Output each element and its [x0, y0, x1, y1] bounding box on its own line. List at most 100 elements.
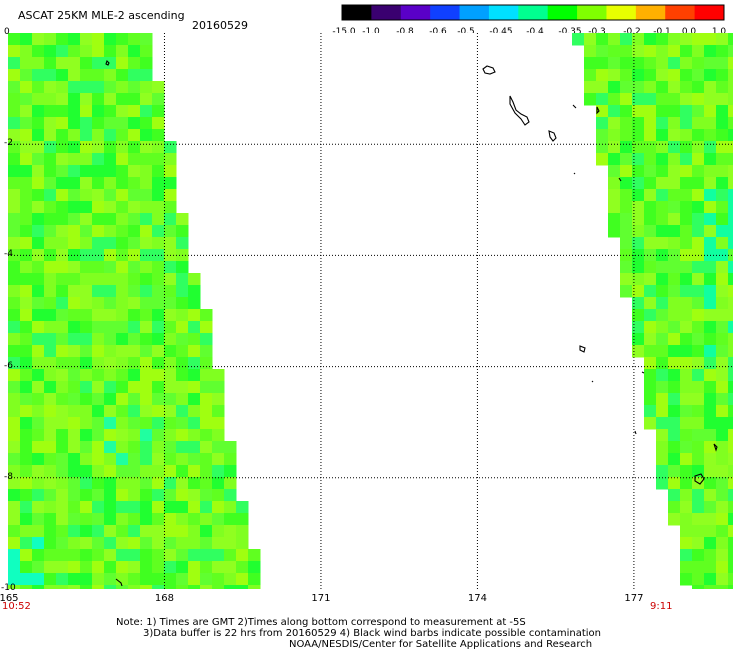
wind-cell: [68, 273, 81, 286]
wind-cell: [8, 321, 21, 334]
wind-cell: [728, 189, 733, 202]
wind-cell: [92, 237, 105, 250]
wind-cell: [104, 105, 117, 118]
wind-cell: [44, 393, 57, 406]
wind-cell: [128, 357, 141, 370]
wind-cell: [728, 273, 733, 286]
wind-cell: [716, 489, 729, 502]
wind-cell: [68, 333, 81, 346]
wind-cell: [680, 345, 693, 358]
wind-cell: [644, 369, 657, 382]
wind-cell: [644, 189, 657, 202]
wind-cell: [56, 465, 69, 478]
colorbar-label: 0.0: [681, 27, 697, 37]
wind-cell: [176, 225, 189, 238]
wind-cell: [20, 129, 33, 142]
wind-cell: [140, 57, 153, 70]
wind-cell: [80, 585, 93, 589]
wind-cell: [56, 561, 69, 574]
wind-cell: [728, 489, 733, 502]
wind-cell: [716, 285, 729, 298]
wind-cell: [128, 321, 141, 334]
wind-cell: [56, 165, 69, 178]
wind-cell: [620, 57, 633, 70]
wind-cell: [716, 141, 729, 154]
wind-cell: [164, 573, 177, 586]
wind-cell: [200, 561, 213, 574]
wind-cell: [200, 489, 213, 502]
wind-cell: [32, 33, 45, 46]
wind-cell: [692, 369, 705, 382]
wind-cell: [680, 489, 693, 502]
wind-cell: [56, 441, 69, 454]
wind-cell: [716, 585, 729, 589]
wind-cell: [632, 189, 645, 202]
wind-cell: [704, 381, 717, 394]
wind-cell: [32, 357, 45, 370]
wind-cell: [92, 93, 105, 106]
wind-cell: [8, 69, 21, 82]
wind-cell: [656, 225, 669, 238]
wind-cell: [44, 321, 57, 334]
wind-cell: [644, 33, 657, 46]
wind-cell: [80, 165, 93, 178]
wind-cell: [128, 309, 141, 322]
wind-cell: [164, 501, 177, 514]
wind-cell: [716, 537, 729, 550]
wind-cell: [176, 585, 189, 589]
wind-cell: [104, 333, 117, 346]
wind-cell: [692, 189, 705, 202]
wind-cell: [80, 513, 93, 526]
wind-cell: [608, 117, 621, 130]
wind-cell: [116, 105, 129, 118]
wind-cell: [716, 513, 729, 526]
island-outline: [591, 380, 594, 383]
wind-cell: [644, 297, 657, 310]
wind-cell: [248, 573, 261, 586]
wind-cell: [68, 561, 81, 574]
wind-cell: [188, 405, 201, 418]
wind-cell: [668, 177, 681, 190]
colorbar-segment: [518, 5, 549, 20]
wind-cell: [128, 177, 141, 190]
wind-cell: [80, 141, 93, 154]
wind-cell: [728, 453, 733, 466]
island-outline: [634, 430, 637, 435]
wind-cell: [728, 153, 733, 166]
wind-cell: [92, 417, 105, 430]
wind-cell: [656, 93, 669, 106]
wind-cell: [692, 561, 705, 574]
wind-cell: [8, 309, 21, 322]
wind-cell: [608, 69, 621, 82]
wind-cell: [188, 525, 201, 538]
wind-cell: [668, 381, 681, 394]
wind-cell: [572, 33, 585, 46]
wind-cell: [92, 57, 105, 70]
wind-cell: [692, 201, 705, 214]
wind-cell: [656, 297, 669, 310]
wind-cell: [104, 417, 117, 430]
wind-cell: [128, 453, 141, 466]
wind-cell: [680, 465, 693, 478]
wind-cell: [128, 69, 141, 82]
wind-cell: [620, 45, 633, 58]
wind-cell: [668, 489, 681, 502]
wind-cell: [32, 285, 45, 298]
wind-cell: [692, 537, 705, 550]
wind-cell: [68, 69, 81, 82]
wind-cell: [56, 405, 69, 418]
wind-cell: [56, 261, 69, 274]
wind-cell: [728, 465, 733, 478]
wind-cell: [152, 213, 165, 226]
wind-cell: [728, 417, 733, 430]
wind-cell: [68, 441, 81, 454]
wind-cell: [80, 525, 93, 538]
wind-cell: [620, 33, 633, 46]
wind-cell: [680, 117, 693, 130]
wind-cell: [632, 165, 645, 178]
wind-cell: [116, 513, 129, 526]
wind-cell: [140, 585, 153, 589]
wind-cell: [620, 177, 633, 190]
wind-cell: [212, 381, 225, 394]
wind-cell: [200, 333, 213, 346]
